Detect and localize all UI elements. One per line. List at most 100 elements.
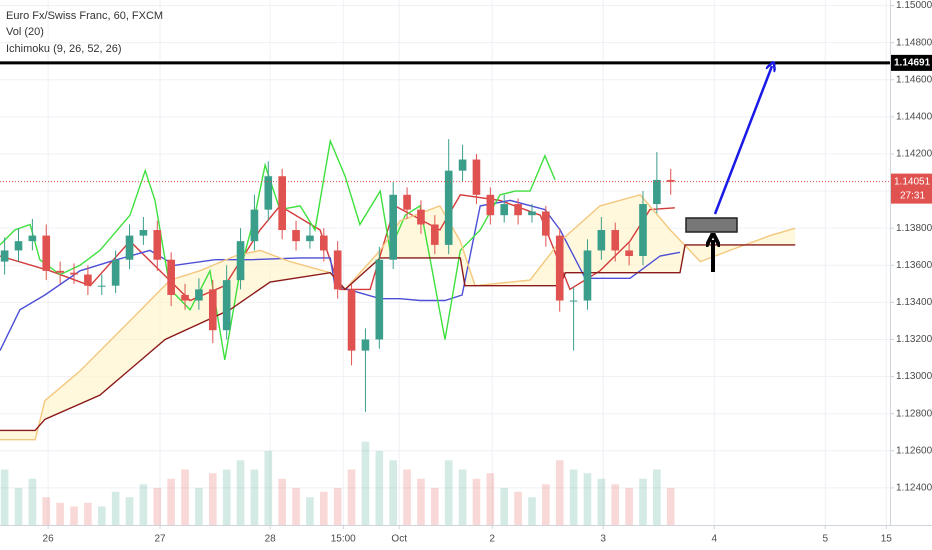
y-tick-label: 1.14200 [896,149,932,160]
volume-bar [264,451,273,525]
candle-body [167,259,175,295]
y-tick-label: 1.13000 [896,371,932,382]
labels: 1.14691 1.14051 27:31 [891,54,932,204]
volume-bar [28,478,37,525]
candle-body [653,179,661,205]
candle-body [292,230,300,242]
candle-body [250,209,259,242]
candle-body [347,289,356,351]
target-box [685,217,738,233]
candle-body [319,235,328,251]
candle-body [514,204,522,216]
volume-bar [14,488,23,525]
y-tick-label: 1.15000 [896,0,932,11]
candle-body [264,176,273,210]
candle-body [500,204,509,216]
indicator-label: Ichimoku (9, 26, 52, 26) [6,43,122,55]
candle-body [84,274,92,286]
volume-bar [528,497,536,525]
candle-body [528,211,536,216]
candle-body [458,159,467,171]
candle-body [611,230,620,251]
candle-body [333,250,342,290]
volume-bar [181,469,189,525]
x-tick-label: 26 [43,534,55,545]
indicator-line [0,138,556,361]
volume-bar [195,488,203,525]
price-level-tag [891,54,932,71]
candle-body [403,194,411,210]
plot [0,61,890,525]
candle-body [181,294,189,301]
candle-body [0,250,9,262]
candle-body [14,241,23,251]
volume-bar [292,488,300,525]
candle-body [666,179,675,182]
volume-bar [500,488,509,525]
x-tick-label: 15:00 [331,534,356,545]
candle-body [597,230,606,251]
volume-bar [569,469,578,525]
volume-bar [639,478,647,525]
cloud-fill [0,194,796,440]
x-tick-label: 3 [600,534,606,545]
y-tick-label: 1.12600 [896,445,932,456]
candle-body [555,235,564,301]
x-tick-label: 4 [711,534,717,545]
y-tick-label: 1.12800 [896,408,932,419]
x-tick-label: 28 [265,534,277,545]
candle-body [125,235,134,260]
volume-bar [319,491,328,525]
volume-bar [472,478,481,525]
candle-body [278,176,286,231]
candle-body [70,272,78,275]
candle-body [389,194,398,260]
x-tick-label: Oct [391,534,407,545]
drawings [685,66,772,272]
volume-bar [403,469,411,525]
candle-body [361,339,370,351]
volume-bar [347,469,356,525]
volume-bar [542,484,550,525]
candle-body [56,270,64,273]
candle-body [431,224,439,245]
candle-body [139,230,148,236]
chart-title: Euro Fx/Swiss Franc, 60, FXCM [6,10,163,22]
indicator-label: Vol (20) [6,26,44,38]
y-tick-label: 1.13400 [896,297,932,308]
volume-bar [458,469,467,525]
x-tick-label: 15 [881,534,893,545]
volume-bar [306,497,314,525]
last-price-label: 1.14051 [894,176,931,187]
volume-bar [653,469,661,525]
candle-body [472,159,481,195]
volume-bar [222,469,231,525]
volume-bar [486,473,495,525]
candle-body [222,280,231,331]
candle-body [444,170,453,245]
y-tick-label: 1.12400 [896,483,932,494]
volume-bar [250,469,259,525]
volume-bar [208,473,217,525]
volume-bar [389,460,398,525]
indicator-line [0,244,796,432]
y-tick-label: 1.13600 [896,260,932,271]
x-tick-label: 27 [154,534,166,545]
candle-body [111,259,120,286]
volume-bar [0,469,9,525]
candle-body [153,230,162,260]
candle-body [97,285,106,287]
candle-body [417,209,425,225]
volume-bar [444,460,453,525]
countdown-label: 27:31 [900,190,925,201]
volume-bar [153,488,162,525]
candle-body [639,204,647,257]
volume-bar [111,491,120,525]
candle-body [195,289,203,301]
volume-bar [611,484,620,525]
volume-bar [555,460,564,525]
price-level-label: 1.14691 [894,58,931,69]
volume-bar [514,491,522,525]
